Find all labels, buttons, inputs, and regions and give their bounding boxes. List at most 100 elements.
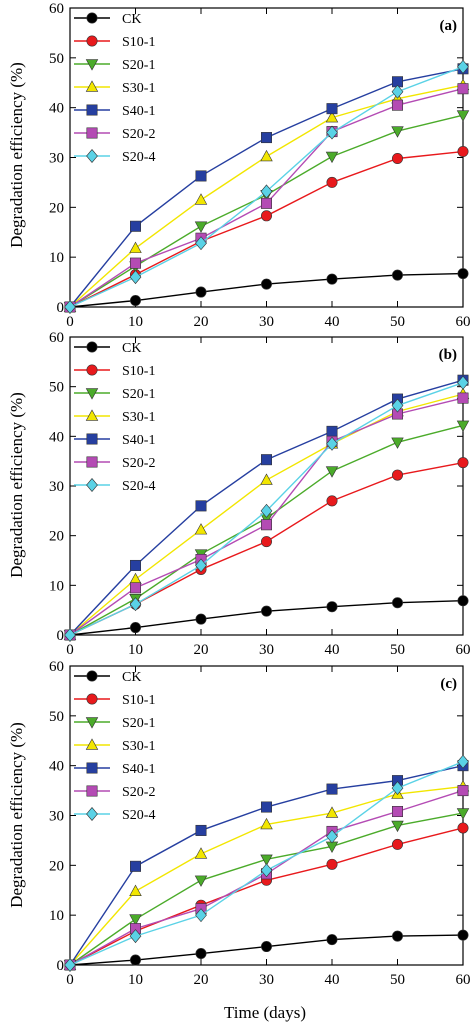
legend-label: S20-4 — [122, 150, 155, 165]
data-point — [130, 582, 142, 594]
data-point — [129, 572, 142, 585]
data-point — [260, 149, 273, 162]
data-point — [260, 278, 272, 290]
y-tick-label: 30 — [49, 479, 64, 495]
legend-marker — [86, 785, 98, 797]
data-point — [457, 392, 469, 404]
legend-marker — [86, 433, 98, 445]
x-tick-label: 20 — [194, 642, 209, 658]
data-point — [457, 595, 469, 607]
x-axis-title: Time (days) — [224, 1003, 306, 1022]
data-point — [260, 210, 272, 222]
data-point — [194, 847, 208, 859]
data-point — [195, 286, 207, 298]
data-point — [195, 613, 207, 625]
legend-marker — [86, 104, 98, 116]
x-tick-label: 60 — [456, 314, 471, 330]
y-tick-label: 60 — [49, 330, 64, 346]
data-point — [326, 858, 338, 870]
legend-marker — [85, 409, 99, 421]
legend-marker — [86, 807, 98, 821]
legend-marker — [86, 693, 98, 705]
x-tick-label: 20 — [194, 972, 209, 988]
data-point — [130, 622, 142, 634]
legend: CK S10-1 S20-1 S30-1 S40-1 S20-2 S20-4 — [74, 12, 155, 165]
data-point — [325, 111, 339, 123]
data-point — [326, 601, 338, 613]
data-point — [195, 170, 207, 182]
chart-panel-b: 0 10 20 30 40 50 60 0 10 20 30 40 50 60 (b) CK S10-1 S20-… — [49, 330, 471, 658]
data-point — [260, 863, 273, 878]
data-point — [391, 99, 403, 111]
legend-label: CK — [122, 341, 141, 356]
legend-marker — [85, 388, 99, 400]
legend-marker — [86, 35, 98, 47]
y-tick-label: 0 — [57, 958, 65, 974]
data-point — [195, 948, 207, 960]
data-point — [195, 824, 207, 836]
chart-panel-c: 0 10 20 30 40 50 60 0 10 20 30 40 50 60 (c) CK S10-1 S20-… — [49, 659, 471, 988]
data-point — [391, 597, 403, 609]
x-tick-label: 40 — [325, 314, 340, 330]
legend-marker — [85, 717, 99, 729]
data-point — [129, 914, 142, 926]
legend-marker — [86, 456, 98, 468]
y-tick-label: 10 — [49, 578, 64, 594]
data-point — [129, 241, 142, 253]
data-point — [130, 220, 142, 232]
legend: CK S10-1 S20-1 S30-1 S40-1 S20-2 S20-4 — [74, 670, 155, 823]
series-s20-4 — [64, 375, 469, 642]
data-point — [260, 132, 272, 144]
data-point — [260, 536, 272, 548]
legend-marker — [86, 149, 98, 163]
data-point — [260, 473, 273, 485]
x-tick-label: 40 — [325, 642, 340, 658]
y-tick-label: 40 — [49, 429, 64, 445]
legend-label: S20-4 — [122, 808, 155, 823]
data-point — [260, 503, 273, 518]
data-point — [457, 268, 469, 280]
x-tick-label: 0 — [66, 642, 74, 658]
x-tick-label: 10 — [128, 314, 143, 330]
data-point — [260, 184, 273, 199]
data-point — [326, 829, 338, 844]
series-s20-1 — [63, 808, 470, 972]
data-point — [130, 559, 142, 571]
legend-label: S40-1 — [122, 762, 155, 777]
data-point — [391, 398, 404, 413]
x-tick-label: 10 — [128, 642, 143, 658]
legend-label: S40-1 — [122, 104, 155, 119]
legend-label: S40-1 — [122, 433, 155, 448]
panel-label: (b) — [439, 347, 457, 363]
data-point — [129, 929, 142, 944]
data-point — [325, 806, 339, 818]
data-point — [391, 126, 404, 138]
data-point — [457, 754, 469, 769]
legend-label: S30-1 — [122, 410, 155, 425]
legend-marker — [86, 364, 98, 376]
series-s20-4 — [64, 754, 469, 972]
data-point — [129, 597, 142, 612]
x-tick-label: 30 — [259, 972, 274, 988]
data-point — [195, 908, 207, 923]
y-axis-title-b: Degradation efficiency (%) — [7, 392, 26, 578]
data-point — [391, 930, 403, 942]
y-tick-label: 40 — [49, 101, 64, 117]
legend-marker — [86, 341, 98, 353]
legend-label: S20-1 — [122, 58, 155, 73]
data-point — [194, 193, 208, 205]
legend-label: S30-1 — [122, 739, 155, 754]
data-point — [64, 300, 76, 314]
data-point — [457, 59, 469, 74]
data-point — [194, 875, 208, 887]
data-point — [326, 273, 338, 285]
legend-label: S30-1 — [122, 81, 155, 96]
legend-marker — [85, 59, 99, 71]
data-point — [391, 781, 404, 796]
y-axis-title-c: Degradation efficiency (%) — [7, 722, 26, 908]
y-tick-label: 60 — [49, 1, 64, 17]
data-point — [129, 270, 142, 285]
data-point — [130, 860, 142, 872]
legend-marker — [85, 80, 99, 92]
